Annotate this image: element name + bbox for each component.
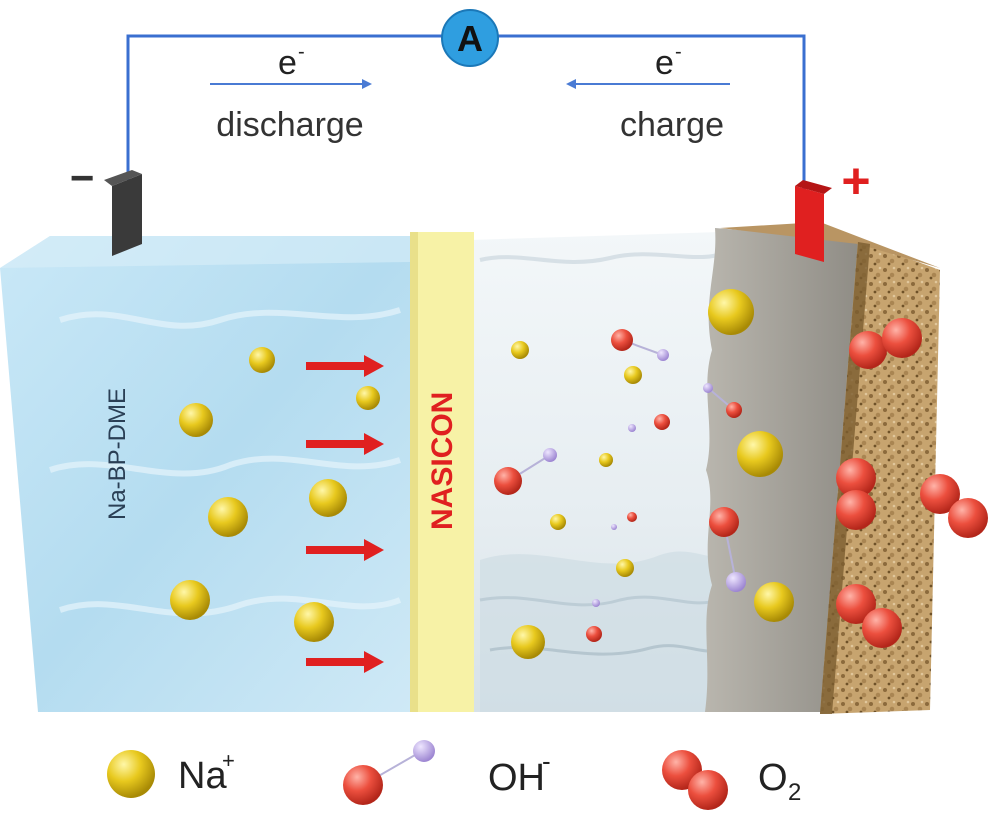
legend-o2-subscript: 2	[788, 779, 801, 806]
cathode-interface	[705, 228, 860, 712]
legend-na-label: Na	[178, 755, 227, 797]
legend-oh-o-icon	[343, 765, 383, 805]
electron-superscript: -	[675, 41, 682, 63]
legend-o2-icon	[688, 770, 728, 810]
oh-molecule	[709, 507, 746, 592]
charge-arrowhead	[566, 79, 576, 89]
na-ion	[624, 366, 642, 384]
electron-symbol: e	[655, 44, 674, 82]
discharge-arrowhead	[362, 79, 372, 89]
na-ion	[309, 479, 347, 517]
o-atom	[654, 414, 670, 430]
na-ion	[208, 497, 248, 537]
na-ion	[294, 602, 334, 642]
na-ion	[170, 580, 210, 620]
legend-o2: O 2	[662, 750, 801, 810]
legend-na-superscript: +	[222, 748, 235, 773]
ion-flow-arrow	[306, 433, 384, 455]
negative-terminal-sign: −	[70, 154, 95, 201]
h-atom	[628, 424, 636, 432]
electron-symbol: e	[278, 44, 297, 82]
na-ion	[249, 347, 275, 373]
o-atom	[586, 626, 602, 642]
oxygen-molecules	[836, 318, 988, 648]
nasicon-membrane: NASICON	[410, 232, 474, 712]
na-ion	[179, 403, 213, 437]
discharge-indicator: e - discharge	[210, 41, 372, 144]
na-ion	[754, 582, 794, 622]
na-ion	[511, 341, 529, 359]
ammeter-label: A	[457, 18, 483, 59]
oh-molecule	[703, 383, 742, 418]
legend-oh-superscript: -	[542, 746, 551, 776]
legend-na-icon	[107, 750, 155, 798]
na-ion	[737, 431, 783, 477]
ion-flow-arrows	[306, 355, 384, 673]
na-ion	[708, 289, 754, 335]
anolyte-compartment: Na-BP-DME	[0, 236, 410, 712]
legend: Na + OH - O 2	[107, 740, 801, 810]
o2-molecule	[836, 458, 876, 530]
o2-molecule	[920, 474, 988, 538]
discharge-label: discharge	[216, 106, 363, 144]
positive-terminal-sign: +	[841, 153, 870, 209]
h-atom	[592, 599, 600, 607]
o2-molecule	[849, 318, 922, 369]
legend-oh-label: OH	[488, 757, 545, 799]
oh-molecule	[611, 329, 669, 361]
ammeter: A	[441, 9, 499, 67]
o2-molecule	[836, 584, 902, 648]
na-ion	[616, 559, 634, 577]
anolyte-label: Na-BP-DME	[104, 388, 131, 520]
legend-oh: OH -	[343, 740, 551, 805]
na-ion	[511, 625, 545, 659]
membrane-label: NASICON	[426, 392, 459, 530]
ion-flow-arrow	[306, 539, 384, 561]
na-ion	[550, 514, 566, 530]
h-atom	[611, 524, 617, 530]
oh-molecule	[494, 448, 557, 495]
positive-electrode: +	[795, 153, 871, 262]
legend-na: Na +	[107, 748, 235, 798]
sodium-ions	[170, 289, 794, 659]
hydroxide-ions	[494, 329, 746, 642]
charge-indicator: e - charge	[566, 41, 730, 144]
na-ion	[599, 453, 613, 467]
o-atom	[627, 512, 637, 522]
charge-label: charge	[620, 106, 724, 144]
electron-superscript: -	[298, 41, 305, 63]
legend-oh-h-icon	[413, 740, 435, 762]
ion-flow-arrow	[306, 355, 384, 377]
negative-electrode: −	[70, 154, 142, 256]
ion-flow-arrow	[306, 651, 384, 673]
legend-o2-label: O	[758, 757, 788, 799]
na-ion	[356, 386, 380, 410]
